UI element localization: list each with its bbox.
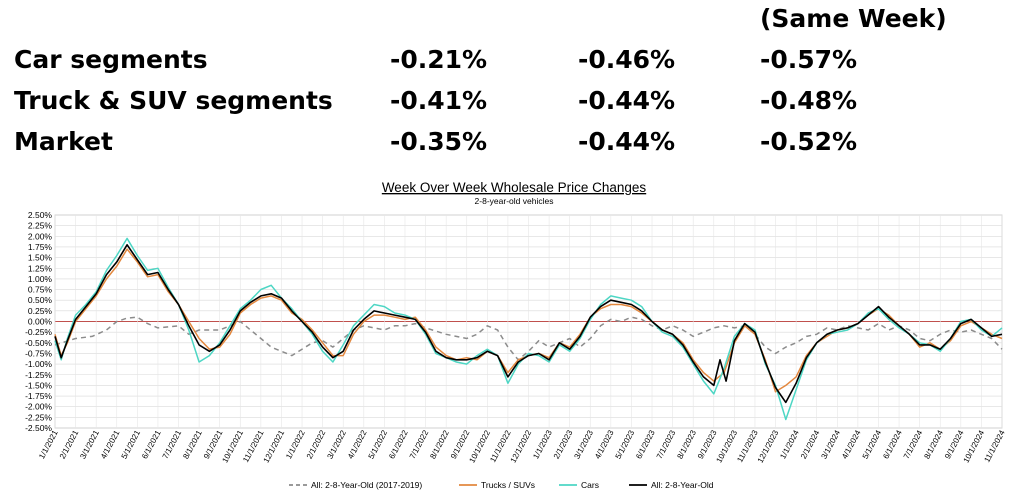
chart-subtitle: 2-8-year-old vehicles xyxy=(475,196,554,206)
row-label-market: Market xyxy=(14,127,113,156)
legend-label: Trucks / SUVs xyxy=(481,480,535,490)
row-label-car: Car segments xyxy=(14,45,208,74)
x-tick-label: 8/1/2024 xyxy=(922,428,945,460)
truck-value-2: -0.44% xyxy=(578,86,676,115)
x-tick-label: 8/1/2022 xyxy=(428,428,451,460)
x-tick-label: 9/1/2023 xyxy=(696,428,719,460)
y-tick-label: 0.25% xyxy=(28,306,53,316)
row-label-truck-suv: Truck & SUV segments xyxy=(14,86,333,115)
legend-label: All: 2-8-Year-Old (2017-2019) xyxy=(311,480,422,490)
x-tick-label: 12/1/2021 xyxy=(262,428,287,464)
y-tick-label: 0.50% xyxy=(28,295,53,305)
x-tick-label: 7/1/2022 xyxy=(408,428,431,460)
x-tick-label: 5/1/2021 xyxy=(120,428,143,460)
market-value-1: -0.35% xyxy=(390,127,488,156)
y-tick-label: -2.25% xyxy=(25,412,52,422)
truck-value-1: -0.41% xyxy=(390,86,488,115)
x-tick-label: 9/1/2024 xyxy=(943,428,966,460)
y-tick-label: -0.50% xyxy=(25,338,52,348)
legend-label: Cars xyxy=(581,480,599,490)
x-tick-label: 2/1/2023 xyxy=(552,428,575,460)
x-tick-label: 7/1/2024 xyxy=(902,428,925,460)
y-tick-label: -2.50% xyxy=(25,423,52,433)
chart-title: Week Over Week Wholesale Price Changes xyxy=(382,180,647,195)
y-tick-label: -0.25% xyxy=(25,327,52,337)
x-tick-label: 8/1/2023 xyxy=(675,428,698,460)
x-tick-label: 4/1/2021 xyxy=(99,428,122,460)
x-tick-label: 2/1/2021 xyxy=(58,428,81,460)
x-tick-label: 11/1/2024 xyxy=(982,428,1007,464)
legend-item: Cars xyxy=(559,480,599,490)
y-tick-label: 0.00% xyxy=(28,317,53,327)
line-chart: Week Over Week Wholesale Price Changes 2… xyxy=(25,180,1007,490)
x-tick-label: 1/1/2021 xyxy=(37,428,60,460)
chart-container: Week Over Week Wholesale Price Changes 2… xyxy=(0,172,1024,494)
summary-table: (Same Week) Car segments -0.21% -0.46% -… xyxy=(0,0,1024,165)
x-tick-label: 6/1/2022 xyxy=(387,428,410,460)
y-tick-label: 2.00% xyxy=(28,231,53,241)
legend-item: Trucks / SUVs xyxy=(459,480,535,490)
x-tick-label: 5/1/2022 xyxy=(367,428,390,460)
y-tick-label: -1.25% xyxy=(25,370,52,380)
x-tick-label: 2/1/2024 xyxy=(799,428,822,460)
x-tick-label: 3/1/2023 xyxy=(572,428,595,460)
y-tick-label: 0.75% xyxy=(28,285,53,295)
x-tick-label: 12/1/2023 xyxy=(756,428,781,464)
y-tick-label: 2.50% xyxy=(28,210,53,220)
x-tick-label: 5/1/2023 xyxy=(614,428,637,460)
x-tick-label: 7/1/2021 xyxy=(161,428,184,460)
same-week-header: (Same Week) xyxy=(760,4,947,33)
x-tick-label: 6/1/2023 xyxy=(634,428,657,460)
x-tick-label: 6/1/2021 xyxy=(140,428,163,460)
y-tick-label: 1.00% xyxy=(28,274,53,284)
legend-item: All: 2-8-Year-Old xyxy=(629,480,714,490)
y-tick-label: -1.75% xyxy=(25,391,52,401)
truck-value-3: -0.48% xyxy=(760,86,858,115)
x-tick-label: 4/1/2024 xyxy=(840,428,863,460)
x-tick-label: 9/1/2022 xyxy=(449,428,472,460)
car-value-1: -0.21% xyxy=(390,45,488,74)
x-tick-label: 5/1/2024 xyxy=(861,428,884,460)
car-value-2: -0.46% xyxy=(578,45,676,74)
y-tick-label: -0.75% xyxy=(25,348,52,358)
x-tick-label: 2/1/2022 xyxy=(305,428,328,460)
x-tick-label: 8/1/2021 xyxy=(181,428,204,460)
x-tick-label: 7/1/2023 xyxy=(655,428,678,460)
x-tick-label: 1/1/2024 xyxy=(778,428,801,460)
x-tick-label: 1/1/2022 xyxy=(284,428,307,460)
market-value-2: -0.44% xyxy=(578,127,676,156)
car-value-3: -0.57% xyxy=(760,45,858,74)
y-tick-label: 2.25% xyxy=(28,221,53,231)
y-tick-label: -2.00% xyxy=(25,402,52,412)
x-tick-label: 9/1/2021 xyxy=(202,428,225,460)
legend-label: All: 2-8-Year-Old xyxy=(651,480,714,490)
x-tick-label: 3/1/2022 xyxy=(325,428,348,460)
x-tick-label: 6/1/2024 xyxy=(881,428,904,460)
x-tick-label: 12/1/2022 xyxy=(509,428,534,464)
y-tick-label: 1.50% xyxy=(28,253,53,263)
x-tick-label: 4/1/2023 xyxy=(593,428,616,460)
series-line-all-2-8-year-old xyxy=(54,244,1003,404)
y-tick-label: -1.00% xyxy=(25,359,52,369)
x-tick-label: 3/1/2024 xyxy=(820,428,843,460)
x-tick-label: 1/1/2023 xyxy=(531,428,554,460)
y-tick-label: -1.50% xyxy=(25,380,52,390)
y-tick-label: 1.25% xyxy=(28,263,53,273)
market-value-3: -0.52% xyxy=(760,127,858,156)
x-tick-label: 3/1/2021 xyxy=(78,428,101,460)
legend-item: All: 2-8-Year-Old (2017-2019) xyxy=(289,480,422,490)
y-tick-label: 1.75% xyxy=(28,242,53,252)
x-tick-label: 4/1/2022 xyxy=(346,428,369,460)
